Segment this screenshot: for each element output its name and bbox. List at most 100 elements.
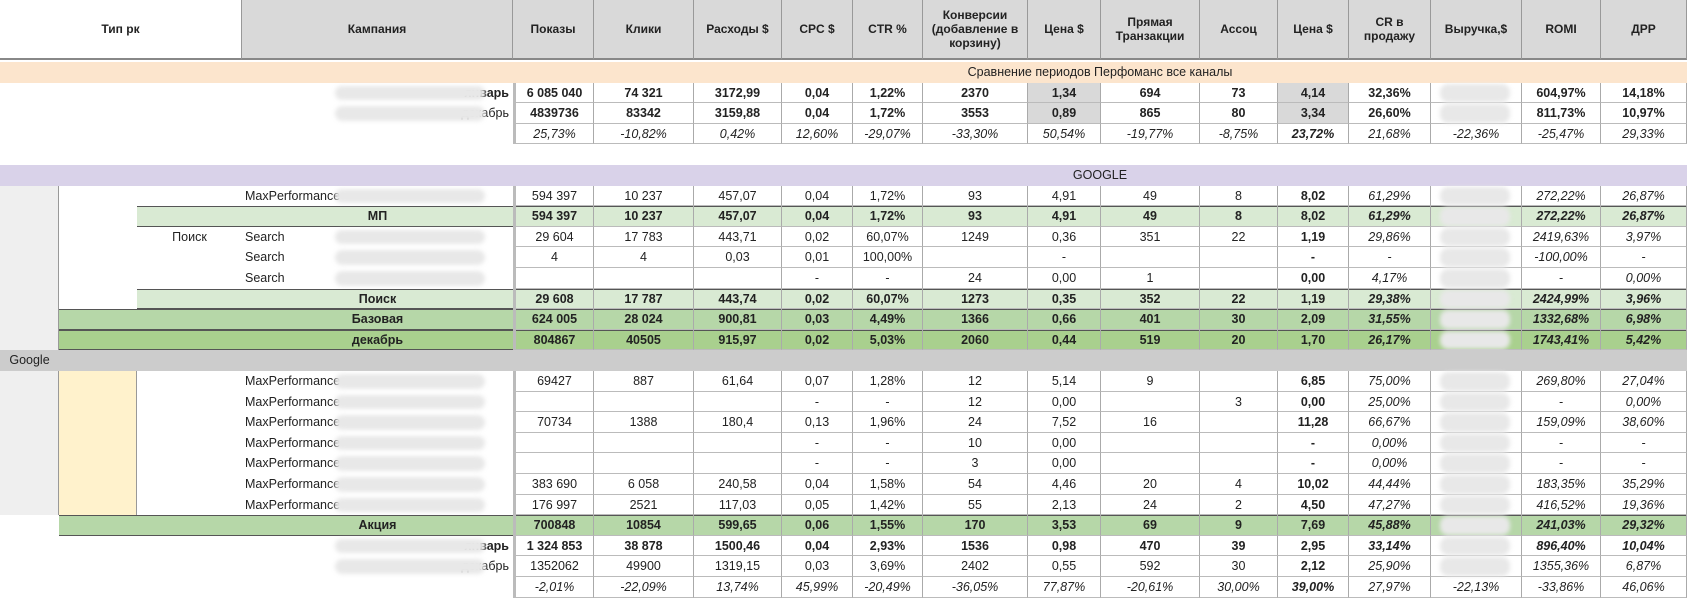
cell: 4	[513, 247, 594, 268]
cell: 25,90%	[1349, 556, 1431, 577]
cell: -	[853, 453, 923, 474]
cell: 1,96%	[853, 412, 923, 433]
blur	[1440, 433, 1510, 453]
header-cell: Цена $	[1278, 0, 1349, 60]
cell: -20,61%	[1101, 577, 1200, 598]
header-cell: Прямая Транзакции	[1101, 0, 1200, 60]
cell: 180,4	[694, 412, 782, 433]
cell: 2,95	[1278, 535, 1349, 557]
cell: 1366	[923, 309, 1028, 330]
cell: 117,03	[694, 494, 782, 516]
header-cell: CR в продажу	[1349, 0, 1431, 60]
cell: 45,88%	[1349, 515, 1431, 536]
empty-cell	[1431, 288, 1522, 310]
cell: 66,67%	[1349, 412, 1431, 433]
cell: 0,00	[1028, 391, 1101, 413]
blur	[335, 271, 485, 286]
blur	[1440, 227, 1510, 247]
cell: -22,36%	[1431, 123, 1522, 145]
cell: 0,02	[782, 288, 853, 310]
cell: 0,01	[782, 247, 853, 268]
cell: 61,64	[694, 371, 782, 392]
cell: -2,01%	[513, 577, 594, 598]
cell: 241,03%	[1522, 515, 1601, 536]
cell: 1,42%	[853, 494, 923, 516]
cell: 4,91	[1028, 206, 1101, 227]
empty-cell	[1431, 329, 1522, 351]
cell: 27,97%	[1349, 577, 1431, 598]
header-cell: Показы	[513, 0, 594, 60]
blur	[1440, 454, 1510, 473]
cell: 0,42%	[694, 123, 782, 145]
empty-cell	[694, 391, 782, 413]
cell: 9	[1101, 371, 1200, 392]
header-cell: ДРР	[1601, 0, 1687, 60]
cell: 2060	[923, 329, 1028, 351]
cell: 443,74	[694, 288, 782, 310]
empty-cell	[594, 432, 694, 454]
cell: 9	[1200, 515, 1278, 536]
blur	[1440, 413, 1510, 432]
banner-row	[0, 62, 1687, 83]
row-label: MaxPerformance	[245, 435, 341, 450]
cell: 100,00%	[853, 247, 923, 268]
blur	[1440, 330, 1510, 350]
cell: 1352062	[513, 556, 594, 577]
cell: -	[1601, 247, 1687, 268]
cell: 240,58	[694, 474, 782, 495]
cell: 27,04%	[1601, 371, 1687, 392]
cell: 4839736	[513, 103, 594, 124]
cell: 1355,36%	[1522, 556, 1601, 577]
cell: 5,42%	[1601, 329, 1687, 351]
cell: 272,22%	[1522, 206, 1601, 227]
cell: 594 397	[513, 206, 594, 227]
cell: 4,49%	[853, 309, 923, 330]
blur	[1440, 310, 1510, 329]
cell: 4,14	[1278, 82, 1349, 104]
cell: 0,04	[782, 206, 853, 227]
cell: 77,87%	[1028, 577, 1101, 598]
cell: -19,77%	[1101, 123, 1200, 145]
cell: 694	[1101, 82, 1200, 104]
cell: 6 085 040	[513, 82, 594, 104]
header-cell: Тип рк	[0, 0, 242, 60]
header-cell: Клики	[594, 0, 694, 60]
row-label: MaxPerformance	[245, 188, 341, 203]
cell: 0,89	[1028, 103, 1101, 124]
cell: 1332,68%	[1522, 309, 1601, 330]
cell: 10 237	[594, 206, 694, 227]
blur	[1440, 372, 1510, 391]
row-label: MaxPerformance	[245, 374, 341, 388]
empty-cell	[694, 432, 782, 454]
cell: 0,02	[782, 226, 853, 248]
cell: 0,44	[1028, 329, 1101, 351]
cell: -29,07%	[853, 123, 923, 145]
cell: 1,22%	[853, 82, 923, 104]
cell: 44,44%	[1349, 474, 1431, 495]
cell: 80	[1200, 103, 1278, 124]
empty-cell	[1431, 412, 1522, 433]
row-label: Search	[245, 229, 285, 244]
empty-cell	[694, 453, 782, 474]
empty-cell	[594, 453, 694, 474]
cell: 0,03	[694, 247, 782, 268]
cell: 83342	[594, 103, 694, 124]
cell: 6,85	[1278, 371, 1349, 392]
cell: 457,07	[694, 206, 782, 227]
cell: 10,02	[1278, 474, 1349, 495]
cell: 3172,99	[694, 82, 782, 104]
cell: 401	[1101, 309, 1200, 330]
cell: 26,60%	[1349, 103, 1431, 124]
cell: 0,07	[782, 371, 853, 392]
cell: 1,19	[1278, 288, 1349, 310]
empty-cell	[1431, 371, 1522, 392]
cell: 1,58%	[853, 474, 923, 495]
cell: 2370	[923, 82, 1028, 104]
cell: -36,05%	[923, 577, 1028, 598]
cell: 183,35%	[1522, 474, 1601, 495]
cell: 61,29%	[1349, 206, 1431, 227]
cell: -8,75%	[1200, 123, 1278, 145]
empty-cell	[1200, 412, 1278, 433]
cell: 176 997	[513, 494, 594, 516]
cell: 13,74%	[694, 577, 782, 598]
